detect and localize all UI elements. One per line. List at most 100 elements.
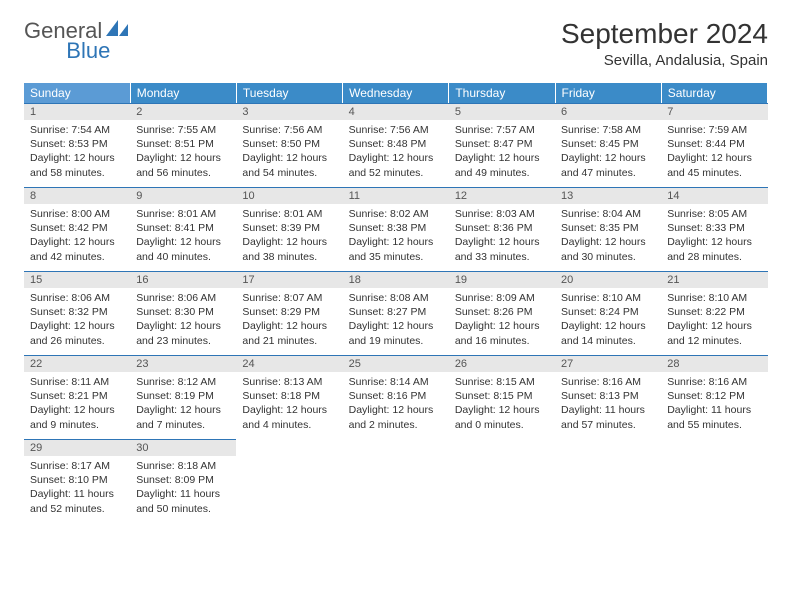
calendar-cell: 11Sunrise: 8:02 AMSunset: 8:38 PMDayligh… [343,187,449,271]
daylight-line: Daylight: 12 hours and 35 minutes. [349,235,443,263]
day-details: Sunrise: 8:01 AMSunset: 8:39 PMDaylight:… [236,204,342,270]
sunrise-line: Sunrise: 8:00 AM [30,207,124,221]
daylight-line: Daylight: 12 hours and 45 minutes. [667,151,761,179]
sunrise-line: Sunrise: 7:54 AM [30,123,124,137]
sunrise-line: Sunrise: 8:01 AM [136,207,230,221]
sunrise-line: Sunrise: 7:57 AM [455,123,549,137]
day-details: Sunrise: 8:08 AMSunset: 8:27 PMDaylight:… [343,288,449,354]
day-number: 3 [236,103,342,120]
calendar-cell: 12Sunrise: 8:03 AMSunset: 8:36 PMDayligh… [449,187,555,271]
daylight-line: Daylight: 11 hours and 50 minutes. [136,487,230,515]
calendar-cell: 22Sunrise: 8:11 AMSunset: 8:21 PMDayligh… [24,355,130,439]
day-number: 16 [130,271,236,288]
day-number: 8 [24,187,130,204]
daylight-line: Daylight: 12 hours and 54 minutes. [242,151,336,179]
day-details: Sunrise: 7:56 AMSunset: 8:50 PMDaylight:… [236,120,342,186]
daylight-line: Daylight: 11 hours and 52 minutes. [30,487,124,515]
day-details: Sunrise: 8:15 AMSunset: 8:15 PMDaylight:… [449,372,555,438]
daylight-line: Daylight: 12 hours and 52 minutes. [349,151,443,179]
title-block: September 2024 Sevilla, Andalusia, Spain [561,18,768,69]
sunset-line: Sunset: 8:47 PM [455,137,549,151]
day-details: Sunrise: 8:16 AMSunset: 8:12 PMDaylight:… [661,372,767,438]
day-details: Sunrise: 8:04 AMSunset: 8:35 PMDaylight:… [555,204,661,270]
weekday-thursday: Thursday [449,83,555,103]
day-details: Sunrise: 8:10 AMSunset: 8:24 PMDaylight:… [555,288,661,354]
calendar-cell: 21Sunrise: 8:10 AMSunset: 8:22 PMDayligh… [661,271,767,355]
weekday-header-row: SundayMondayTuesdayWednesdayThursdayFrid… [24,83,768,103]
daylight-line: Daylight: 12 hours and 56 minutes. [136,151,230,179]
sunset-line: Sunset: 8:19 PM [136,389,230,403]
sunset-line: Sunset: 8:39 PM [242,221,336,235]
calendar-cell: 29Sunrise: 8:17 AMSunset: 8:10 PMDayligh… [24,439,130,523]
calendar-cell: 19Sunrise: 8:09 AMSunset: 8:26 PMDayligh… [449,271,555,355]
daylight-line: Daylight: 12 hours and 4 minutes. [242,403,336,431]
day-details: Sunrise: 8:00 AMSunset: 8:42 PMDaylight:… [24,204,130,270]
daylight-line: Daylight: 12 hours and 7 minutes. [136,403,230,431]
calendar-body: 1Sunrise: 7:54 AMSunset: 8:53 PMDaylight… [24,103,768,523]
sunrise-line: Sunrise: 7:55 AM [136,123,230,137]
day-number: 12 [449,187,555,204]
day-details: Sunrise: 8:11 AMSunset: 8:21 PMDaylight:… [24,372,130,438]
day-number: 13 [555,187,661,204]
sunset-line: Sunset: 8:22 PM [667,305,761,319]
sunrise-line: Sunrise: 8:03 AM [455,207,549,221]
calendar-cell: 18Sunrise: 8:08 AMSunset: 8:27 PMDayligh… [343,271,449,355]
sunrise-line: Sunrise: 8:16 AM [561,375,655,389]
calendar-cell: 24Sunrise: 8:13 AMSunset: 8:18 PMDayligh… [236,355,342,439]
daylight-line: Daylight: 12 hours and 40 minutes. [136,235,230,263]
day-number: 22 [24,355,130,372]
sunset-line: Sunset: 8:13 PM [561,389,655,403]
calendar-cell: 1Sunrise: 7:54 AMSunset: 8:53 PMDaylight… [24,103,130,187]
sunrise-line: Sunrise: 8:08 AM [349,291,443,305]
day-number: 27 [555,355,661,372]
day-number: 23 [130,355,236,372]
sunrise-line: Sunrise: 8:14 AM [349,375,443,389]
daylight-line: Daylight: 12 hours and 49 minutes. [455,151,549,179]
day-number: 7 [661,103,767,120]
sunset-line: Sunset: 8:26 PM [455,305,549,319]
sunset-line: Sunset: 8:21 PM [30,389,124,403]
daylight-line: Daylight: 12 hours and 38 minutes. [242,235,336,263]
sunset-line: Sunset: 8:15 PM [455,389,549,403]
sunset-line: Sunset: 8:50 PM [242,137,336,151]
sunset-line: Sunset: 8:27 PM [349,305,443,319]
day-details: Sunrise: 8:10 AMSunset: 8:22 PMDaylight:… [661,288,767,354]
month-title: September 2024 [561,18,768,50]
sunset-line: Sunset: 8:51 PM [136,137,230,151]
logo: General Blue [24,18,174,44]
day-details: Sunrise: 8:12 AMSunset: 8:19 PMDaylight:… [130,372,236,438]
sunset-line: Sunset: 8:53 PM [30,137,124,151]
day-details: Sunrise: 7:57 AMSunset: 8:47 PMDaylight:… [449,120,555,186]
sunrise-line: Sunrise: 7:56 AM [349,123,443,137]
day-number: 29 [24,439,130,456]
sunrise-line: Sunrise: 8:01 AM [242,207,336,221]
daylight-line: Daylight: 12 hours and 16 minutes. [455,319,549,347]
sunset-line: Sunset: 8:18 PM [242,389,336,403]
daylight-line: Daylight: 12 hours and 42 minutes. [30,235,124,263]
daylight-line: Daylight: 12 hours and 14 minutes. [561,319,655,347]
day-number: 20 [555,271,661,288]
day-number: 28 [661,355,767,372]
calendar-row: 15Sunrise: 8:06 AMSunset: 8:32 PMDayligh… [24,271,768,355]
daylight-line: Daylight: 12 hours and 47 minutes. [561,151,655,179]
calendar-cell: 7Sunrise: 7:59 AMSunset: 8:44 PMDaylight… [661,103,767,187]
sunrise-line: Sunrise: 8:15 AM [455,375,549,389]
calendar-cell: 2Sunrise: 7:55 AMSunset: 8:51 PMDaylight… [130,103,236,187]
weekday-tuesday: Tuesday [236,83,342,103]
sunset-line: Sunset: 8:24 PM [561,305,655,319]
sunrise-line: Sunrise: 7:59 AM [667,123,761,137]
sunrise-line: Sunrise: 8:06 AM [136,291,230,305]
day-details: Sunrise: 8:09 AMSunset: 8:26 PMDaylight:… [449,288,555,354]
calendar-cell [555,439,661,523]
daylight-line: Daylight: 12 hours and 12 minutes. [667,319,761,347]
sunset-line: Sunset: 8:45 PM [561,137,655,151]
day-number: 19 [449,271,555,288]
logo-text-blue: Blue [66,38,110,64]
calendar-cell: 8Sunrise: 8:00 AMSunset: 8:42 PMDaylight… [24,187,130,271]
sunset-line: Sunset: 8:10 PM [30,473,124,487]
calendar-cell: 14Sunrise: 8:05 AMSunset: 8:33 PMDayligh… [661,187,767,271]
sunrise-line: Sunrise: 8:18 AM [136,459,230,473]
header: General Blue September 2024 Sevilla, And… [24,18,768,69]
sunrise-line: Sunrise: 8:07 AM [242,291,336,305]
sunset-line: Sunset: 8:29 PM [242,305,336,319]
